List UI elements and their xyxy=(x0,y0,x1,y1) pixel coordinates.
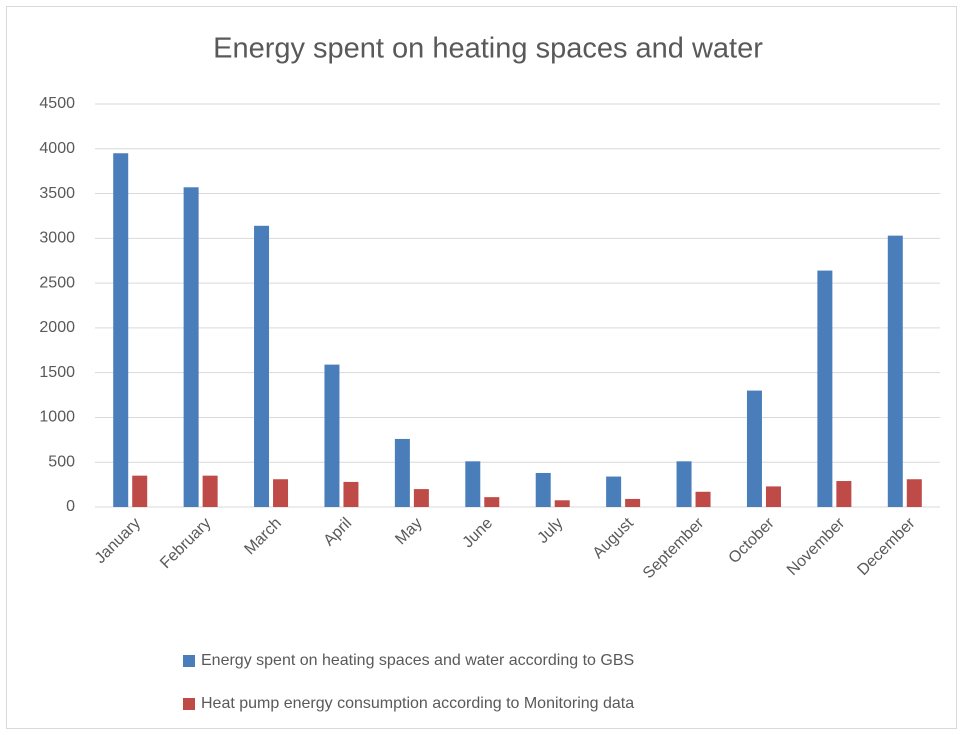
legend-swatch xyxy=(183,698,195,710)
y-tick-label: 4500 xyxy=(39,95,75,112)
y-tick-label: 3000 xyxy=(39,230,75,247)
bar xyxy=(606,476,622,507)
y-tick-label: 3500 xyxy=(39,185,75,202)
chart-border xyxy=(6,6,957,729)
bar xyxy=(413,489,429,507)
bar xyxy=(132,475,148,507)
bar xyxy=(484,497,500,507)
y-tick-label: 2500 xyxy=(39,274,75,291)
bar xyxy=(535,472,551,507)
y-tick-label: 2000 xyxy=(39,319,75,336)
y-tick-label: 1000 xyxy=(39,409,75,426)
bar xyxy=(113,153,129,507)
bar xyxy=(254,225,270,507)
chart-title: Energy spent on heating spaces and water xyxy=(213,33,763,65)
legend-label: Heat pump energy consumption according t… xyxy=(201,695,634,712)
bar xyxy=(343,481,359,507)
legend-swatch xyxy=(183,655,195,667)
legend-label: Energy spent on heating spaces and water… xyxy=(201,652,634,669)
bar xyxy=(676,461,692,507)
bar xyxy=(202,475,218,507)
y-tick-label: 0 xyxy=(66,498,75,515)
bar xyxy=(625,498,641,507)
bar xyxy=(695,491,711,507)
y-tick-label: 1500 xyxy=(39,364,75,381)
bar xyxy=(746,390,762,507)
bar xyxy=(183,187,199,507)
bar xyxy=(273,479,289,507)
bar xyxy=(887,235,903,507)
bar xyxy=(906,479,922,507)
y-tick-label: 500 xyxy=(48,453,75,470)
bar xyxy=(836,481,852,507)
bar xyxy=(324,364,340,507)
y-tick-label: 4000 xyxy=(39,140,75,157)
bar xyxy=(765,486,781,507)
bar xyxy=(554,500,570,507)
bar xyxy=(817,270,833,507)
bar xyxy=(465,461,481,507)
bar xyxy=(394,438,410,507)
